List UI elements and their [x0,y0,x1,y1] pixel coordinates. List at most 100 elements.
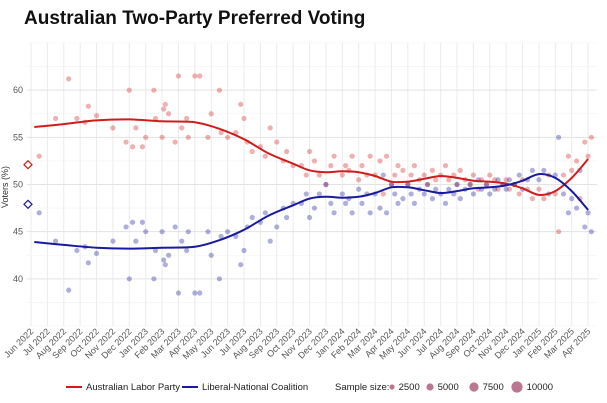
lnp-poll-point [408,191,414,197]
lnp-poll-point [303,191,309,197]
alp-poll-point [516,191,522,197]
alp-poll-point [541,196,547,202]
alp-poll-point [359,163,365,169]
lnp-poll-point [241,247,247,254]
legend: Australian Labor Party Liberal-National … [66,381,553,393]
legend-label-lnp: Liberal-National Coalition [202,382,308,393]
alp-poll-point [582,139,588,145]
alp-poll-point [241,115,247,122]
lnp-poll-point [470,191,476,197]
lnp-poll-point [36,210,42,216]
lnp-poll-point [316,191,322,197]
lnp-poll-point [359,200,365,206]
alp-poll-point [555,229,562,235]
lnp-poll-point [274,224,280,230]
lnp-poll-point [85,260,91,266]
lnp-poll-point [52,238,59,244]
lnp-poll-point [541,167,547,173]
lnp-poll-point [392,191,398,197]
lnp-poll-point [483,181,490,188]
lnp-poll-point [433,186,439,192]
lnp-poll-point [216,276,223,282]
lnp-poll-point [311,205,318,211]
lnp-poll-point [529,167,535,173]
alp-poll-point [377,158,383,164]
alp-poll-point [536,186,542,192]
alp-poll-point [503,177,509,183]
lnp-poll-point [467,181,473,188]
legend-label-alp: Australian Labor Party [86,382,180,393]
y-axis-label: Voters (%) [0,166,10,208]
lnp-poll-point [133,238,139,244]
size-legend-circle [389,384,395,390]
lnp-poll-point [284,214,290,221]
trend-lines [34,118,589,250]
alp-poll-point [197,73,203,79]
alp-poll-point [311,158,318,164]
alp-poll-point [400,167,406,173]
lnp-poll-point [342,200,349,206]
y-axis: 40 45 50 55 60 [13,85,23,284]
alp-poll-point [218,130,224,136]
lnp-poll-point [159,229,165,235]
lnp-poll-point [161,257,167,263]
alp-poll-point [328,163,334,169]
alp-poll-point [74,115,80,122]
alp-poll-point [383,153,390,159]
alp-poll-point [152,115,159,122]
lnp-poll-point [175,290,182,296]
alp-poll-point [303,172,309,178]
lnp-poll-point [208,252,214,258]
alp-poll-point [495,186,501,192]
lnp-poll-point [411,200,418,206]
lnp-poll-point [205,229,211,235]
lnp-poll-point [429,196,436,202]
alp-poll-point [166,111,172,117]
alp-poll-point [216,87,223,93]
lnp-poll-point [356,186,362,192]
alp-poll-point [85,103,91,109]
alp-poll-point [411,163,418,169]
lnp-poll-point [424,181,431,188]
alp-poll-point [93,113,100,119]
alp-poll-point [238,101,244,107]
alp-poll-point [267,125,273,131]
alp-poll-point [457,167,463,173]
y-tick-label: 50 [13,180,23,190]
alp-poll-point [392,172,398,178]
lnp-poll-point [400,196,406,202]
lnp-poll-point [506,177,513,183]
lnp-poll-point [560,191,567,197]
lnp-poll-point [569,196,575,202]
alp-poll-point [433,177,439,183]
lnp-poll-point [172,224,178,230]
alp-poll-point [483,181,490,188]
alp-poll-point [339,172,345,178]
lnp-poll-point [328,200,334,206]
alp-poll-point [424,181,431,188]
alp-poll-point [162,101,168,107]
alp-poll-point [175,73,182,79]
alp-poll-point [380,191,386,197]
election-result-markers [23,159,33,210]
alp-poll-point [454,181,460,188]
lnp-poll-point [331,210,337,216]
alp-poll-point [395,163,401,169]
chart-title: Australian Two-Party Preferred Voting [24,8,366,29]
lnp-poll-point [238,262,244,268]
alp-poll-point [367,153,373,159]
alp-poll-point [565,153,572,159]
alp-poll-point [205,134,211,140]
alp-poll-point [421,172,427,178]
y-tick-label: 45 [13,227,23,237]
lnp-poll-point [442,200,449,206]
alp-poll-point [349,153,355,159]
lnp-poll-point [267,238,273,244]
lnp-poll-point [66,287,72,293]
lnp-poll-point [306,214,313,221]
alp-poll-point [506,186,513,192]
alp-poll-point [588,134,594,140]
lnp-poll-point [377,205,383,211]
alp-poll-point [560,172,567,178]
lnp-poll-point [585,210,591,216]
